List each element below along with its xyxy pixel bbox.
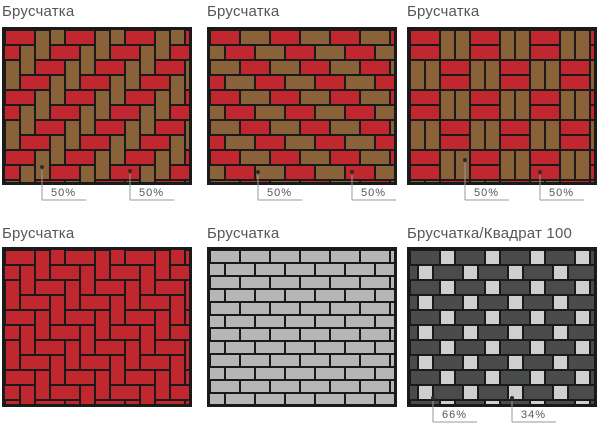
- paving-swatch-square100: 66% 34%: [407, 247, 597, 423]
- leader-dot: [128, 169, 132, 173]
- leader-dot: [350, 170, 354, 174]
- panel-basketweave-two-color: Брусчатка 50% 50%: [407, 2, 599, 219]
- panel-title: Брусчатка/Квадрат 100: [407, 225, 573, 242]
- panel-title: Брусчатка: [407, 3, 480, 20]
- paving-swatch-runningbond-two-color: 50% 50%: [207, 27, 397, 201]
- paving-swatch-basketweave-two-color: 50% 50%: [407, 27, 597, 201]
- panel-title: Брусчатка: [207, 225, 280, 242]
- paving-swatch-herringbone-two-color: 50% 50%: [2, 27, 192, 201]
- panel-runningbond-two-color: Брусчатка 50% 50%: [207, 2, 399, 219]
- leader-dot: [40, 165, 44, 169]
- paving-swatch-herringbone-red: [2, 247, 192, 407]
- percentage-label: 34%: [521, 409, 546, 421]
- panel-square100: Брусчатка/Квадрат 100 66% 34%: [407, 224, 599, 428]
- percentage-label: 50%: [139, 187, 164, 199]
- leader-dot: [510, 396, 514, 400]
- panel-title: Брусчатка: [207, 3, 280, 20]
- leader-dot: [431, 396, 435, 400]
- percentage-label: 50%: [361, 187, 386, 199]
- percentage-label: 50%: [549, 187, 574, 199]
- percentage-label: 50%: [474, 187, 499, 199]
- panel-herringbone-two-color: Брусчатка 50% 50%: [2, 2, 194, 219]
- panel-herringbone-red: Брусчатка: [2, 224, 194, 407]
- panel-title: Брусчатка: [2, 225, 75, 242]
- leader-dot: [463, 158, 467, 162]
- panel-title: Брусчатка: [2, 3, 75, 20]
- percentage-label: 50%: [267, 187, 292, 199]
- leader-dot: [538, 170, 542, 174]
- paving-swatch-runningbond-gray: [207, 247, 397, 407]
- percentage-label: 50%: [51, 187, 76, 199]
- leader-dot: [256, 170, 260, 174]
- percentage-label: 66%: [442, 409, 467, 421]
- panel-runningbond-gray: Брусчатка: [207, 224, 399, 407]
